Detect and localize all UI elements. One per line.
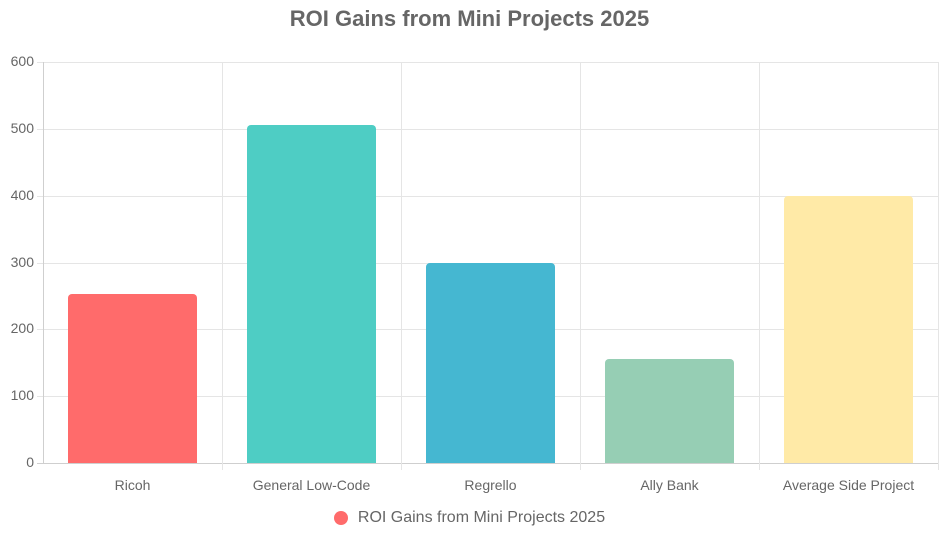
bar-ally-bank[interactable] xyxy=(605,359,734,463)
x-tick-label: Regrello xyxy=(464,477,517,493)
chart-title: ROI Gains from Mini Projects 2025 xyxy=(289,6,650,31)
legend[interactable]: ROI Gains from Mini Projects 2025 xyxy=(0,509,939,527)
gridline-horizontal xyxy=(37,62,938,63)
gridline-vertical xyxy=(222,62,223,470)
plot-area: 0 100 200 300 400 500 600 Ricoh General Low-Code… xyxy=(11,53,939,493)
y-axis-line xyxy=(43,62,44,463)
gridline-horizontal xyxy=(37,129,938,130)
legend-marker-icon xyxy=(333,511,348,525)
y-tick-label: 400 xyxy=(10,187,34,203)
x-axis-line xyxy=(37,463,938,464)
y-tick-label: 200 xyxy=(10,320,34,336)
y-tick-label: 0 xyxy=(26,454,34,470)
y-tick-label: 600 xyxy=(10,53,34,69)
gridline-vertical xyxy=(759,62,760,470)
x-tick-label: Ally Bank xyxy=(640,477,699,493)
bar-average-side-project[interactable] xyxy=(784,195,913,463)
bar-regrello[interactable] xyxy=(426,262,555,463)
y-tick-label: 500 xyxy=(10,120,34,136)
x-tick-label: Average Side Project xyxy=(782,477,915,493)
gridline-horizontal xyxy=(37,196,938,197)
x-tick-label: Ricoh xyxy=(114,477,151,493)
gridline-vertical xyxy=(401,62,402,470)
y-tick-label: 100 xyxy=(10,387,34,403)
legend-label: ROI Gains from Mini Projects 2025 xyxy=(357,509,606,526)
bar-ricoh[interactable] xyxy=(68,293,197,463)
x-tick-label: General Low-Code xyxy=(252,477,371,493)
bar-general-low-code[interactable] xyxy=(247,125,376,463)
gridline-vertical xyxy=(580,62,581,470)
y-tick-label: 300 xyxy=(10,254,34,270)
